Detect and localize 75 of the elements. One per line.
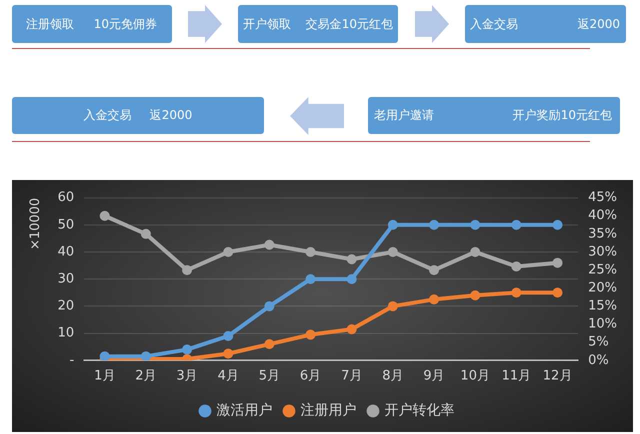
y2-tick-label: 25% xyxy=(588,262,618,278)
y2-tick-label: 30% xyxy=(588,244,618,260)
point xyxy=(429,265,440,276)
point xyxy=(264,240,274,250)
point xyxy=(140,228,151,239)
y-axis-title: ×10000 xyxy=(28,198,44,250)
point xyxy=(470,247,480,257)
point xyxy=(306,247,316,257)
legend-label: 开户转化率 xyxy=(384,402,454,419)
text: 入金交易 xyxy=(470,16,518,32)
point xyxy=(552,258,563,268)
x-tick-label: 11月 xyxy=(502,368,532,384)
y-tick-label: 10 xyxy=(58,326,74,341)
x-tick-label: 9月 xyxy=(423,368,445,384)
point xyxy=(346,274,357,284)
point xyxy=(429,294,440,304)
text: 老用户邀请 xyxy=(374,107,434,124)
y2-tick-label: 10% xyxy=(588,316,618,332)
legend-label: 激活用户 xyxy=(216,402,272,419)
point xyxy=(388,220,398,230)
y2-tick-label: 35% xyxy=(588,226,618,242)
text: 开户奖励10元红包 xyxy=(512,107,612,124)
y-tick-label: 60 xyxy=(58,190,74,206)
point xyxy=(140,351,151,360)
x-tick-label: 5月 xyxy=(258,368,280,384)
text: 10元免佣券 xyxy=(94,16,157,32)
point xyxy=(511,288,522,298)
x-tick-label: 8月 xyxy=(382,368,404,384)
x-tick-label: 7月 xyxy=(341,368,362,384)
point xyxy=(264,301,274,312)
point xyxy=(346,324,357,334)
x-tick-label: 4月 xyxy=(218,368,239,384)
text: 开户领取 xyxy=(243,16,291,32)
point xyxy=(264,339,274,350)
legend-label: 注册用户 xyxy=(300,402,356,419)
text: 交易金10元红包 xyxy=(306,16,393,32)
text: 注册领取 xyxy=(26,16,74,32)
point xyxy=(223,247,234,257)
y-tick-label: 50 xyxy=(58,217,74,232)
y2-tick-label: 5% xyxy=(588,334,609,350)
x-tick-label: 6月 xyxy=(300,368,322,384)
point xyxy=(552,288,563,298)
point xyxy=(346,254,357,264)
point xyxy=(182,265,192,276)
point xyxy=(306,274,316,284)
point xyxy=(470,290,480,300)
text: 返2000 xyxy=(150,107,192,124)
point xyxy=(470,220,480,230)
x-tick-label: 3月 xyxy=(176,368,198,384)
y-tick-label: 40 xyxy=(58,244,74,260)
y2-tick-label: 40% xyxy=(588,208,618,224)
point xyxy=(100,210,110,221)
point xyxy=(182,344,192,355)
x-tick-label: 12月 xyxy=(542,368,572,384)
x-tick-label: 10月 xyxy=(460,368,490,384)
y-tick-label: 30 xyxy=(58,271,74,286)
text: 返2000 xyxy=(577,16,620,32)
point xyxy=(223,348,234,359)
point xyxy=(511,220,522,230)
point xyxy=(388,247,398,257)
y2-tick-label: 45% xyxy=(588,190,618,206)
y2-tick-label: 15% xyxy=(588,298,618,314)
x-tick-label: 1月 xyxy=(94,368,116,384)
text: 入金交易 xyxy=(84,107,132,124)
x-tick-label: 2月 xyxy=(135,368,157,384)
point xyxy=(388,301,398,312)
point xyxy=(223,331,234,342)
point xyxy=(552,220,563,230)
point xyxy=(429,220,440,230)
y-tick-label: - xyxy=(69,352,74,368)
y-tick-label: 20 xyxy=(58,298,74,314)
y2-tick-label: 0% xyxy=(588,352,609,368)
point xyxy=(306,330,316,340)
y2-tick-label: 20% xyxy=(588,280,618,296)
point xyxy=(511,261,522,272)
